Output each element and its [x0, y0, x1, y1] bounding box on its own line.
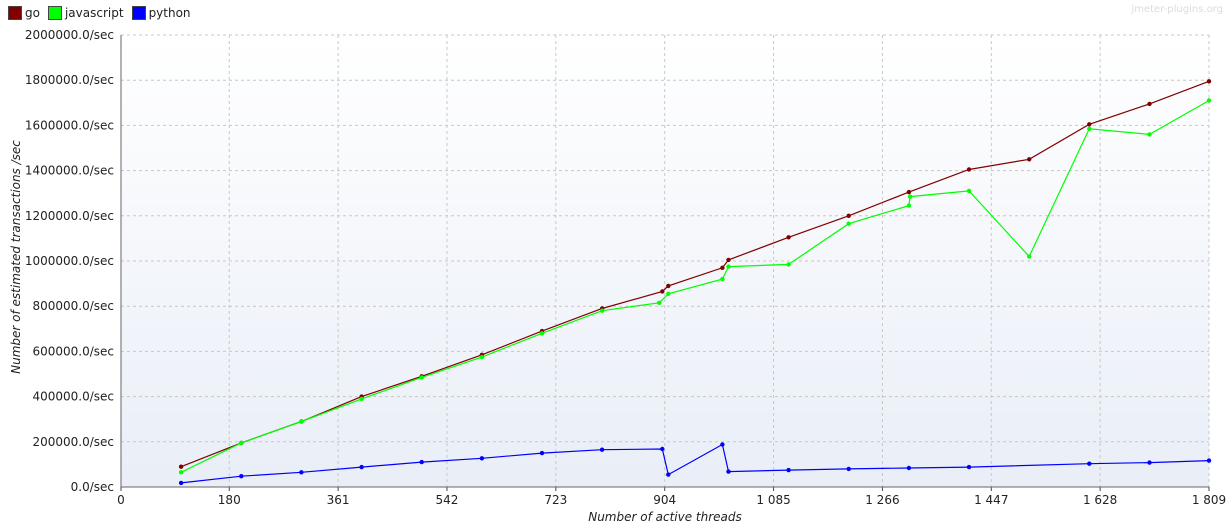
data-point-go[interactable] — [786, 235, 791, 240]
data-point-python[interactable] — [846, 466, 851, 472]
data-point-python[interactable] — [239, 474, 244, 479]
x-tick-label: 1 085 — [756, 493, 790, 507]
data-point-python[interactable] — [966, 464, 972, 470]
x-tick-label: 904 — [653, 493, 676, 507]
x-tick-label: 0 — [117, 493, 125, 507]
data-point-javascript[interactable] — [906, 203, 912, 208]
legend-item-go[interactable]: go — [8, 6, 40, 20]
legend-item-javascript[interactable]: javascript — [47, 6, 124, 20]
data-point-javascript[interactable] — [539, 331, 545, 336]
data-point-python[interactable] — [479, 456, 485, 461]
series-group — [178, 79, 1212, 486]
data-point-go[interactable] — [966, 167, 972, 172]
axes: 0.0/sec 200000.0/sec 400000.0/sec 600000.0/… — [25, 28, 1226, 507]
data-point-python[interactable] — [299, 470, 304, 475]
data-point-python[interactable] — [1087, 461, 1092, 466]
data-point-python[interactable] — [419, 459, 424, 465]
data-point-javascript[interactable] — [599, 308, 605, 313]
y-tick-label: 1400000.0/sec — [25, 164, 114, 178]
data-point-go[interactable] — [906, 189, 912, 195]
data-point-python[interactable] — [720, 442, 725, 447]
data-point-go[interactable] — [846, 213, 851, 218]
data-point-javascript[interactable] — [846, 221, 851, 226]
y-tick-label: 1000000.0/sec — [25, 254, 114, 268]
data-point-go[interactable] — [660, 289, 665, 294]
data-point-javascript[interactable] — [419, 375, 424, 380]
data-point-javascript[interactable] — [239, 440, 244, 446]
data-point-javascript[interactable] — [786, 262, 791, 267]
y-tick-label: 1200000.0/sec — [25, 209, 114, 223]
x-tick-label: 180 — [218, 493, 241, 507]
legend-item-python[interactable]: python — [131, 6, 191, 20]
legend: go javascript python — [8, 6, 191, 20]
x-tick-label: 723 — [544, 493, 567, 507]
data-point-python[interactable] — [660, 446, 665, 452]
legend-label-python: python — [148, 6, 191, 20]
x-tick-label: 1 266 — [865, 493, 899, 507]
data-point-python[interactable] — [666, 472, 671, 477]
data-point-python[interactable] — [359, 464, 364, 470]
y-tick-label: 400000.0/sec — [32, 390, 114, 404]
x-tick-label: 1 628 — [1083, 493, 1117, 507]
x-axis-title: Number of active threads — [588, 510, 742, 524]
data-point-javascript[interactable] — [479, 354, 485, 360]
y-tick-label: 2000000.0/sec — [25, 28, 114, 42]
data-point-javascript[interactable] — [178, 470, 184, 475]
y-tick-label: 600000.0/sec — [32, 344, 114, 358]
data-point-javascript[interactable] — [966, 188, 972, 194]
legend-swatch-go — [8, 6, 22, 20]
data-point-javascript[interactable] — [666, 291, 671, 296]
data-point-go[interactable] — [666, 283, 671, 289]
data-point-go[interactable] — [1087, 122, 1092, 127]
x-tick-label: 1 809 — [1192, 493, 1226, 507]
data-point-python[interactable] — [726, 469, 731, 474]
data-point-python[interactable] — [599, 447, 605, 452]
y-axis-title: Number of estimated transactions /sec — [9, 140, 23, 374]
data-point-python[interactable] — [906, 465, 912, 471]
data-point-javascript[interactable] — [1147, 132, 1152, 137]
data-point-javascript[interactable] — [359, 396, 364, 402]
data-point-javascript[interactable] — [1206, 98, 1212, 103]
data-point-javascript[interactable] — [720, 276, 725, 282]
y-tick-label: 800000.0/sec — [32, 299, 114, 313]
data-point-go[interactable] — [726, 257, 731, 263]
data-point-javascript[interactable] — [907, 194, 913, 199]
legend-label-go: go — [25, 6, 40, 20]
data-point-python[interactable] — [1206, 458, 1212, 463]
data-point-python[interactable] — [1147, 460, 1152, 465]
data-point-javascript[interactable] — [299, 419, 304, 424]
x-tick-label: 542 — [436, 493, 459, 507]
data-point-javascript[interactable] — [1027, 254, 1032, 259]
series-line-go — [180, 80, 1210, 468]
legend-swatch-javascript — [47, 6, 62, 20]
x-tick-label: 361 — [327, 493, 350, 507]
legend-swatch-python — [131, 6, 146, 20]
watermark: jmeter-plugins.org — [1131, 4, 1223, 15]
data-point-go[interactable] — [178, 464, 184, 469]
y-tick-label: 0.0/sec — [71, 480, 114, 494]
y-tick-label: 1600000.0/sec — [25, 118, 114, 132]
data-point-go[interactable] — [720, 265, 725, 270]
data-point-python[interactable] — [786, 467, 791, 473]
y-tick-label: 200000.0/sec — [32, 435, 114, 449]
data-point-javascript[interactable] — [1087, 126, 1092, 131]
data-point-javascript[interactable] — [657, 300, 662, 305]
data-point-python[interactable] — [539, 450, 545, 456]
data-point-go[interactable] — [1206, 79, 1212, 84]
legend-label-javascript: javascript — [64, 6, 124, 20]
data-point-javascript[interactable] — [726, 264, 731, 269]
x-tick-label: 1 447 — [974, 493, 1008, 507]
data-point-go[interactable] — [1027, 157, 1032, 162]
data-point-go[interactable] — [1147, 101, 1152, 107]
data-point-python[interactable] — [178, 480, 184, 486]
y-tick-label: 1800000.0/sec — [25, 73, 114, 87]
